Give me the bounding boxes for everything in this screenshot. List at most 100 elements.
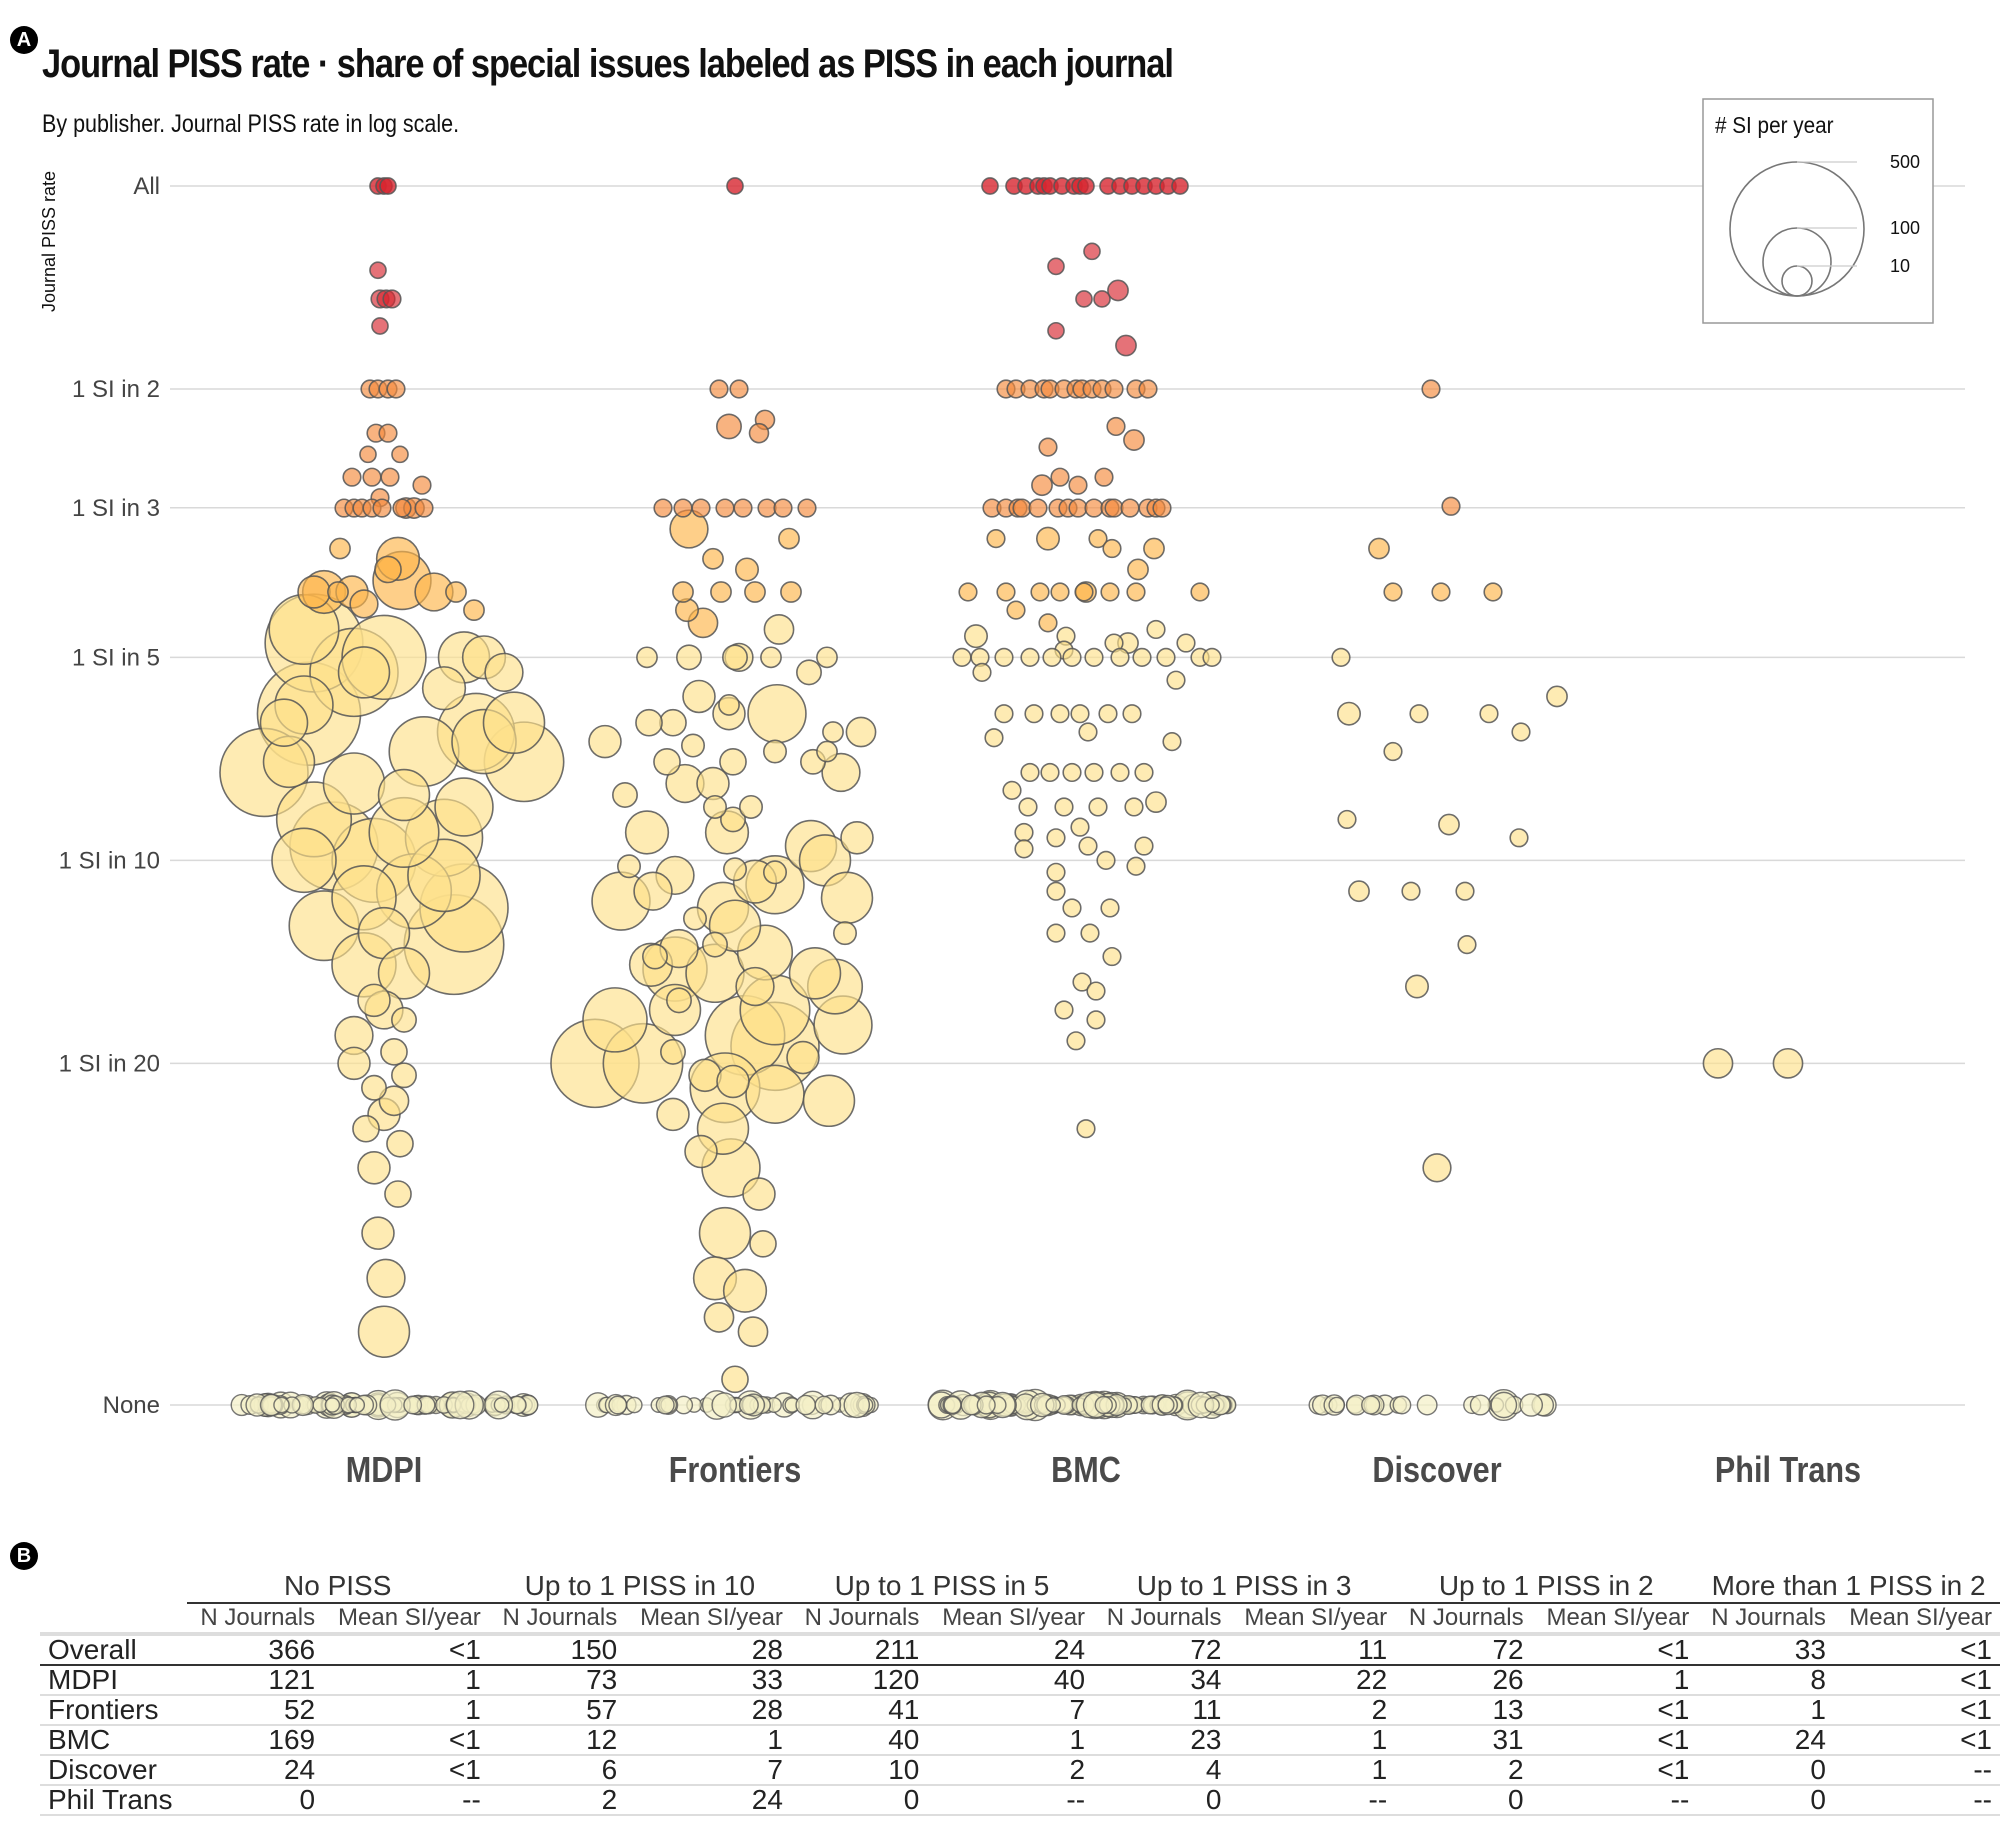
- table-cell: 24: [1697, 1725, 1834, 1756]
- bubble: [1106, 416, 1126, 437]
- bubble: [1190, 582, 1210, 602]
- table-cell: 26: [1395, 1665, 1532, 1696]
- none-row-discover: [1308, 1388, 1557, 1422]
- bubble: [1126, 856, 1146, 876]
- bubble: [1038, 437, 1058, 457]
- y-tick-label: 1 SI in 20: [59, 1050, 160, 1077]
- bubble: [735, 966, 775, 1007]
- bubble: [1422, 1153, 1452, 1183]
- table-body: Overall 366 <1 150 28 211 24 72 11 72 <1 33 <1 MDPI 12…: [40, 1634, 2000, 1816]
- bubble: [684, 1134, 718, 1169]
- bubble: [656, 1097, 690, 1132]
- table-cell: 10: [790, 1755, 928, 1786]
- bubble-none: [1361, 1395, 1381, 1415]
- bubble: [1143, 537, 1165, 560]
- bubble-none: [1328, 1396, 1345, 1414]
- bubble: [337, 646, 391, 699]
- bubble: [377, 768, 431, 822]
- chart-title: Journal PISS rate · share of special iss…: [42, 42, 1174, 86]
- table-cell: 2: [1229, 1695, 1396, 1726]
- bubble: [1122, 704, 1142, 724]
- bubble: [357, 1305, 411, 1358]
- bubble-none: [711, 1392, 737, 1418]
- bubble: [382, 289, 402, 309]
- bubbles: [219, 177, 1804, 1422]
- bubble: [378, 1085, 410, 1117]
- row-label: MDPI: [40, 1665, 187, 1696]
- table-group-header: More than 1 PISS in 2: [1697, 1570, 2000, 1604]
- bubble: [845, 716, 877, 748]
- table-cell: 0: [1093, 1785, 1230, 1816]
- bubble: [1070, 817, 1090, 837]
- bubble: [1145, 791, 1167, 814]
- bubble: [361, 1216, 395, 1250]
- bubble: [1176, 633, 1196, 653]
- table-cell: 31: [1395, 1725, 1532, 1756]
- table-cell: 52: [186, 1695, 324, 1726]
- bubble: [1072, 972, 1092, 992]
- bubble: [327, 581, 349, 603]
- table-cell: 11: [1093, 1695, 1230, 1726]
- row-label: BMC: [40, 1725, 187, 1756]
- bubble: [722, 644, 748, 671]
- table-cell: <1: [1531, 1634, 1698, 1666]
- bubble: [616, 854, 642, 879]
- bubble: [412, 475, 432, 495]
- bubble: [1337, 809, 1357, 830]
- bubble: [1047, 257, 1065, 276]
- y-tick-label: All: [133, 173, 160, 200]
- bubble-none: [1469, 1394, 1491, 1416]
- table-row: BMC 169 <1 12 1 40 1 23 1 31 <1 24 <1: [40, 1725, 2000, 1756]
- bubble: [1046, 828, 1066, 848]
- bubble: [391, 445, 409, 464]
- bubble: [1162, 732, 1182, 752]
- bubble: [1042, 647, 1062, 667]
- bubble: [1035, 526, 1061, 551]
- bubble: [1086, 981, 1106, 1001]
- bubble: [1152, 498, 1172, 518]
- bubble: [1028, 498, 1048, 518]
- bubble: [722, 857, 748, 882]
- bubble: [1104, 498, 1124, 518]
- table-cell: 72: [1093, 1634, 1230, 1666]
- bubble: [1110, 762, 1130, 783]
- bubble: [391, 1062, 417, 1089]
- bubble: [1441, 496, 1461, 516]
- bubble: [726, 177, 744, 195]
- table-cell: 121: [186, 1665, 324, 1696]
- bubble: [271, 827, 337, 894]
- bubble: [719, 747, 747, 776]
- bubble-none: [493, 1397, 510, 1413]
- table-cell: 1: [323, 1695, 489, 1726]
- bubble: [1404, 974, 1430, 999]
- bubble: [362, 467, 382, 487]
- bubble: [720, 806, 746, 833]
- table-cell: 72: [1395, 1634, 1532, 1666]
- none-row-bmc: [927, 1388, 1237, 1422]
- table-cell: 4: [1093, 1755, 1230, 1786]
- bubble: [1076, 1119, 1096, 1139]
- bubble: [1132, 647, 1152, 667]
- bubble: [716, 1064, 750, 1099]
- bubble: [352, 1114, 380, 1143]
- bubble-none: [1519, 1393, 1544, 1417]
- bubble: [1431, 582, 1451, 602]
- bubble: [1012, 498, 1032, 518]
- table-cell: 40: [790, 1725, 928, 1756]
- table-cell: <1: [1833, 1695, 2000, 1726]
- row-label: Phil Trans: [40, 1785, 187, 1816]
- y-tick-label: 1 SI in 3: [72, 495, 160, 522]
- bubble: [691, 498, 711, 518]
- table-cell: <1: [1531, 1755, 1698, 1786]
- legend-label: 100: [1890, 218, 1920, 238]
- bubble: [688, 1058, 722, 1093]
- bubble: [1080, 923, 1100, 943]
- bubble: [802, 1074, 856, 1128]
- bubble: [1084, 498, 1104, 518]
- bubble: [1078, 722, 1098, 742]
- bubble: [780, 581, 802, 603]
- bubble: [773, 498, 793, 518]
- bubble: [721, 1365, 749, 1394]
- table-cell: 2: [488, 1785, 626, 1816]
- bubble: [1046, 862, 1066, 882]
